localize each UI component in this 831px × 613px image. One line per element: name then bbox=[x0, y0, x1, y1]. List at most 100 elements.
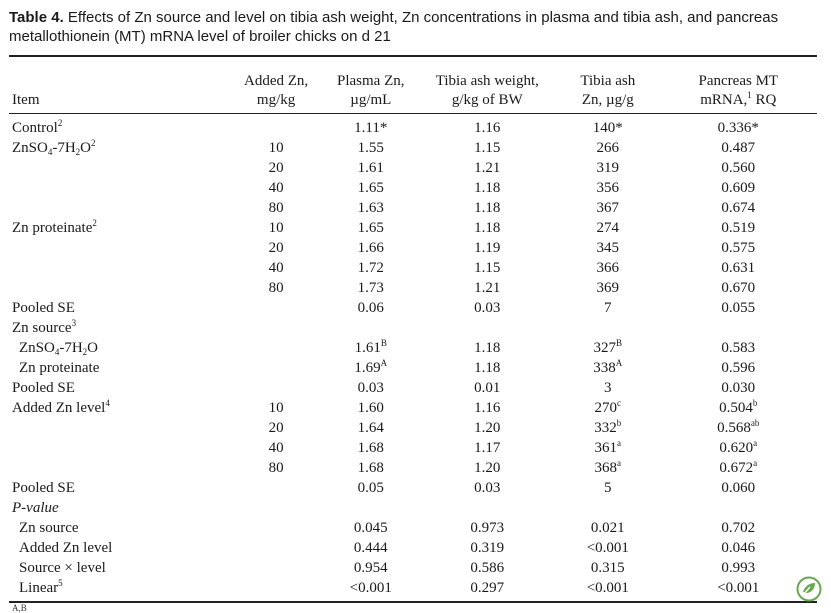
cell-pancreas-mt bbox=[660, 498, 817, 518]
cell-added-zn: 20 bbox=[268, 420, 284, 436]
footnote-fragment: A,B bbox=[12, 603, 27, 613]
table-row: Added Zn level4 10 1.60 1.16 270c 0.504b bbox=[9, 398, 817, 418]
cell-added-zn: 20 bbox=[268, 240, 284, 256]
cell-pancreas-mt: 0.609 bbox=[721, 180, 756, 196]
table-row: Pooled SE 0.03 0.01 3 0.030 bbox=[9, 378, 817, 398]
cell-tibia-ash-zn: 369 bbox=[596, 280, 620, 296]
cell-added-zn bbox=[229, 318, 323, 338]
table-row: 40 1.72 1.15 366 0.631 bbox=[9, 258, 817, 278]
cell-pancreas-mt: 0.596 bbox=[721, 360, 756, 376]
cell-plasma-zn: 1.61B bbox=[354, 338, 387, 357]
cell-item bbox=[9, 418, 229, 438]
cell-tibia-ash-weight: 1.20 bbox=[474, 460, 501, 476]
table-row: Zn proteinate 1.69A 1.18 338A 0.596 bbox=[9, 358, 817, 378]
table-row: Pooled SE 0.06 0.03 7 0.055 bbox=[9, 298, 817, 318]
cell-item: Pooled SE bbox=[12, 300, 75, 316]
cell-tibia-ash-zn: 266 bbox=[596, 140, 620, 156]
cell-plasma-zn: 1.72 bbox=[357, 260, 384, 276]
green-leaf-logo-icon bbox=[796, 576, 822, 602]
cell-tibia-ash-zn: 327B bbox=[593, 338, 623, 357]
table-row: Pooled SE 0.05 0.03 5 0.060 bbox=[9, 478, 817, 498]
cell-item bbox=[9, 258, 229, 278]
header-row: Item Added Zn, mg/kg Plasma Zn, µg/mL Tibi… bbox=[9, 62, 817, 110]
cell-plasma-zn: 1.55 bbox=[357, 140, 384, 156]
cell-item bbox=[9, 278, 229, 298]
cell-tibia-ash-zn: 5 bbox=[604, 480, 612, 496]
cell-plasma-zn: 0.444 bbox=[353, 540, 388, 556]
cell-tibia-ash-weight: 1.18 bbox=[474, 200, 501, 216]
cell-added-zn bbox=[229, 338, 323, 358]
cell-tibia-ash-weight: 1.18 bbox=[474, 180, 501, 196]
cell-item: Zn proteinate bbox=[19, 360, 100, 376]
data-table: Item Added Zn, mg/kg Plasma Zn, µg/mL Tibi… bbox=[9, 62, 817, 598]
cell-tibia-ash-zn: 332b bbox=[594, 418, 622, 437]
cell-tibia-ash-zn: 345 bbox=[596, 240, 620, 256]
cell-item: Pooled SE bbox=[12, 380, 75, 396]
cell-pancreas-mt: 0.055 bbox=[721, 300, 756, 316]
table-row: 80 1.73 1.21 369 0.670 bbox=[9, 278, 817, 298]
cell-tibia-ash-weight: 0.03 bbox=[474, 300, 501, 316]
table-row: P-value bbox=[9, 498, 817, 518]
cell-tibia-ash-zn: 140* bbox=[592, 120, 623, 136]
cell-tibia-ash-weight: 1.15 bbox=[474, 260, 501, 276]
cell-tibia-ash-zn bbox=[556, 498, 660, 518]
cell-plasma-zn: 1.73 bbox=[357, 280, 384, 296]
cell-tibia-ash-weight: 0.297 bbox=[470, 580, 505, 596]
cell-tibia-ash-zn: 368a bbox=[594, 458, 622, 477]
cell-plasma-zn: 1.65 bbox=[357, 220, 384, 236]
cell-item: ZnSO4-7H2O2 bbox=[12, 138, 96, 157]
cell-added-zn bbox=[229, 538, 323, 558]
cell-item: Pooled SE bbox=[12, 480, 75, 496]
cell-item: ZnSO4-7H2O bbox=[19, 340, 99, 357]
cell-tibia-ash-weight: 0.586 bbox=[470, 560, 505, 576]
cell-tibia-ash-weight bbox=[419, 498, 556, 518]
cell-tibia-ash-weight: 0.01 bbox=[474, 380, 501, 396]
cell-tibia-ash-weight: 1.15 bbox=[474, 140, 501, 156]
table-row: 80 1.63 1.18 367 0.674 bbox=[9, 198, 817, 218]
cell-plasma-zn: <0.001 bbox=[349, 580, 392, 596]
col-header-tibia-ash-weight: Tibia ash weight, g/kg of BW bbox=[435, 73, 539, 108]
cell-pancreas-mt: 0.519 bbox=[721, 220, 756, 236]
cell-plasma-zn: 1.60 bbox=[357, 400, 384, 416]
cell-plasma-zn: 0.954 bbox=[353, 560, 388, 576]
col-header-added-zn: Added Zn, mg/kg bbox=[244, 73, 309, 108]
cell-tibia-ash-zn: 3 bbox=[604, 380, 612, 396]
cell-tibia-ash-weight: 1.16 bbox=[474, 400, 501, 416]
cell-pancreas-mt: 0.030 bbox=[721, 380, 756, 396]
cell-plasma-zn: 1.65 bbox=[357, 180, 384, 196]
table-row: Added Zn level 0.444 0.319 <0.001 0.046 bbox=[9, 538, 817, 558]
cell-tibia-ash-weight: 1.16 bbox=[474, 120, 501, 136]
cell-added-zn bbox=[229, 298, 323, 318]
cell-pancreas-mt: 0.631 bbox=[721, 260, 756, 276]
cell-tibia-ash-zn: <0.001 bbox=[586, 540, 629, 556]
cell-plasma-zn: 0.03 bbox=[357, 380, 384, 396]
cell-item: P-value bbox=[12, 500, 59, 516]
cell-item: Zn source bbox=[19, 520, 79, 536]
cell-added-zn bbox=[229, 558, 323, 578]
table-row: 20 1.61 1.21 319 0.560 bbox=[9, 158, 817, 178]
cell-tibia-ash-weight: 1.20 bbox=[474, 420, 501, 436]
cell-tibia-ash-zn: 7 bbox=[604, 300, 612, 316]
table-row: 40 1.68 1.17 361a 0.620a bbox=[9, 438, 817, 458]
cell-tibia-ash-zn: <0.001 bbox=[586, 580, 629, 596]
table-row: Control2 1.11* 1.16 140* 0.336* bbox=[9, 118, 817, 138]
col-header-tibia-ash-zn: Tibia ash Zn, µg/g bbox=[580, 73, 636, 108]
bottom-rule bbox=[9, 601, 817, 603]
table-row: Source × level 0.954 0.586 0.315 0.993 bbox=[9, 558, 817, 578]
table-label: Table 4. bbox=[9, 9, 64, 26]
cell-plasma-zn: 1.66 bbox=[357, 240, 384, 256]
cell-item: Zn proteinate2 bbox=[12, 218, 97, 237]
cell-item: Source × level bbox=[19, 560, 106, 576]
cell-pancreas-mt: 0.504b bbox=[719, 398, 758, 417]
cell-plasma-zn: 1.63 bbox=[357, 200, 384, 216]
cell-tibia-ash-weight: 1.21 bbox=[474, 160, 501, 176]
table-row: 80 1.68 1.20 368a 0.672a bbox=[9, 458, 817, 478]
cell-pancreas-mt: 0.674 bbox=[721, 200, 756, 216]
cell-item bbox=[9, 458, 229, 478]
cell-pancreas-mt: <0.001 bbox=[717, 580, 760, 596]
cell-tibia-ash-weight: 1.18 bbox=[474, 340, 501, 356]
cell-pancreas-mt: 0.620a bbox=[719, 438, 758, 457]
cell-tibia-ash-weight: 1.18 bbox=[474, 360, 501, 376]
cell-item: Added Zn level bbox=[19, 540, 113, 556]
col-header-pancreas-mt: Pancreas MT mRNA,1 RQ bbox=[698, 73, 779, 108]
